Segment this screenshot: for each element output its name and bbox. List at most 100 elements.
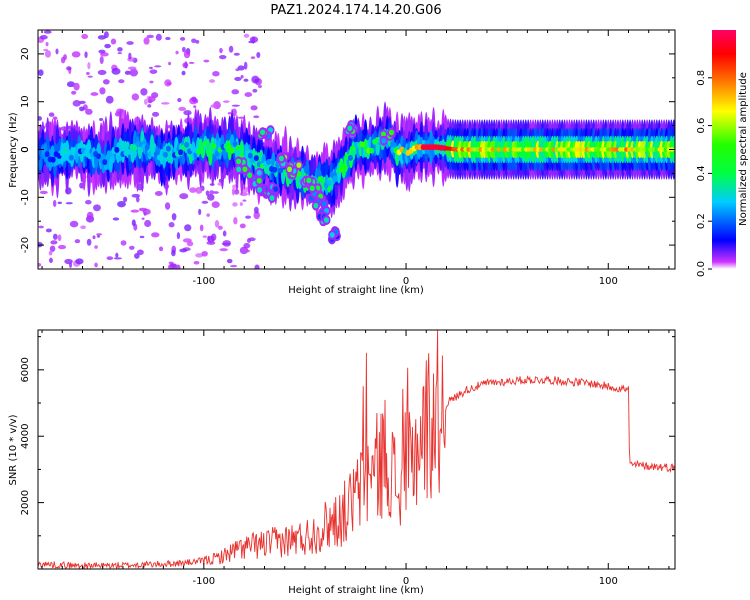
ridge-core [235, 144, 241, 151]
noise-blob [127, 66, 137, 70]
noise-blob [243, 78, 249, 82]
noise-blob [86, 72, 90, 76]
x-tick-label: 0 [403, 576, 409, 587]
noise-blob [139, 235, 145, 239]
noise-blob [240, 74, 244, 79]
noise-blob [112, 217, 120, 221]
noise-blob [52, 199, 57, 208]
noise-blob [191, 38, 197, 44]
noise-blob [140, 88, 148, 96]
noise-blob [165, 36, 171, 41]
noise-blob [149, 69, 158, 74]
noise-blob [213, 191, 219, 194]
branch-blob [381, 138, 387, 144]
y-tick-label: 20 [20, 48, 31, 61]
noise-blob [86, 211, 94, 220]
noise-blob [115, 252, 119, 258]
noise-blob [99, 56, 104, 65]
noise-blob [205, 190, 210, 196]
noise-blob [146, 34, 154, 39]
noise-blob [135, 196, 140, 203]
noise-blob [179, 248, 188, 253]
noise-blob [246, 249, 250, 253]
noise-blob [60, 56, 66, 64]
noise-blob [154, 191, 163, 196]
noise-blob [206, 213, 210, 217]
colorbar: 0.0 0.2 0.4 0.6 0.8 Normalized spectral ampl… [696, 30, 749, 277]
noise-blob [201, 250, 208, 257]
y-tick-label: -10 [20, 189, 31, 205]
noise-blob [94, 262, 98, 268]
noise-blob [244, 92, 253, 98]
noise-blob [65, 202, 73, 205]
noise-blob [71, 90, 77, 95]
noise-blob [166, 82, 172, 85]
noise-blob [43, 30, 52, 34]
noise-blob [143, 98, 148, 105]
noise-blob [143, 37, 150, 45]
noise-blob [113, 257, 122, 260]
noise-blob [183, 50, 191, 59]
noise-blob [81, 33, 89, 40]
branch-blob [260, 129, 266, 136]
ridge-core [229, 147, 235, 154]
noise-blob [222, 240, 232, 247]
branch-blob [257, 187, 263, 193]
noise-blob [45, 42, 49, 47]
colorbar-ticks: 0.0 0.2 0.4 0.6 0.8 [696, 70, 712, 277]
branch-blob [321, 200, 327, 207]
noise-blob [181, 46, 186, 53]
noise-blob [75, 258, 84, 265]
noise-blob [254, 264, 260, 269]
noise-blob [191, 96, 197, 102]
noise-blob [210, 104, 217, 108]
ridge-core [226, 143, 232, 150]
ridge-core [326, 179, 332, 186]
y-tick-label: 0 [20, 146, 31, 152]
branch-blob [388, 129, 394, 136]
noise-blob [234, 76, 242, 81]
x-tick-label: -100 [192, 576, 215, 587]
noise-blob [164, 202, 171, 210]
noise-blob [256, 51, 261, 58]
noise-blob [129, 68, 139, 77]
noise-blob [183, 110, 192, 116]
noise-blob [232, 108, 237, 117]
ridge-core [84, 149, 90, 156]
y-tick-label: -20 [20, 237, 31, 253]
noise-blob [103, 31, 109, 39]
branch-blob [347, 125, 353, 132]
x-tick-label: 100 [599, 576, 618, 587]
noise-blob [38, 241, 43, 248]
noise-blob [87, 75, 94, 78]
noise-blob [126, 41, 134, 45]
noise-blob [214, 220, 220, 228]
noise-blob [154, 65, 162, 68]
branch-blob [236, 166, 242, 173]
noise-blob [97, 69, 107, 76]
branch-blob [323, 217, 329, 223]
noise-blob [144, 219, 152, 228]
noise-blob [118, 79, 125, 84]
noise-blob [72, 99, 81, 107]
ridge-core [165, 145, 171, 152]
noise-blob [106, 256, 114, 261]
y-tick-label: 6000 [20, 357, 31, 382]
noise-blob [233, 217, 238, 225]
noise-blob [124, 70, 131, 75]
noise-blob [104, 43, 111, 49]
noise-blob [230, 264, 238, 268]
y-tick-label: 10 [20, 95, 31, 108]
branch-blob [309, 185, 315, 192]
noise-blob [136, 249, 144, 256]
noise-blob [168, 61, 172, 66]
noise-blob [52, 233, 58, 240]
snr-series-line [38, 330, 675, 569]
noise-blob [50, 240, 58, 245]
noise-blob [181, 70, 186, 76]
colorbar-tick-label: 0.0 [696, 261, 707, 277]
snr-frame [37, 329, 676, 570]
noise-blob [71, 51, 81, 58]
